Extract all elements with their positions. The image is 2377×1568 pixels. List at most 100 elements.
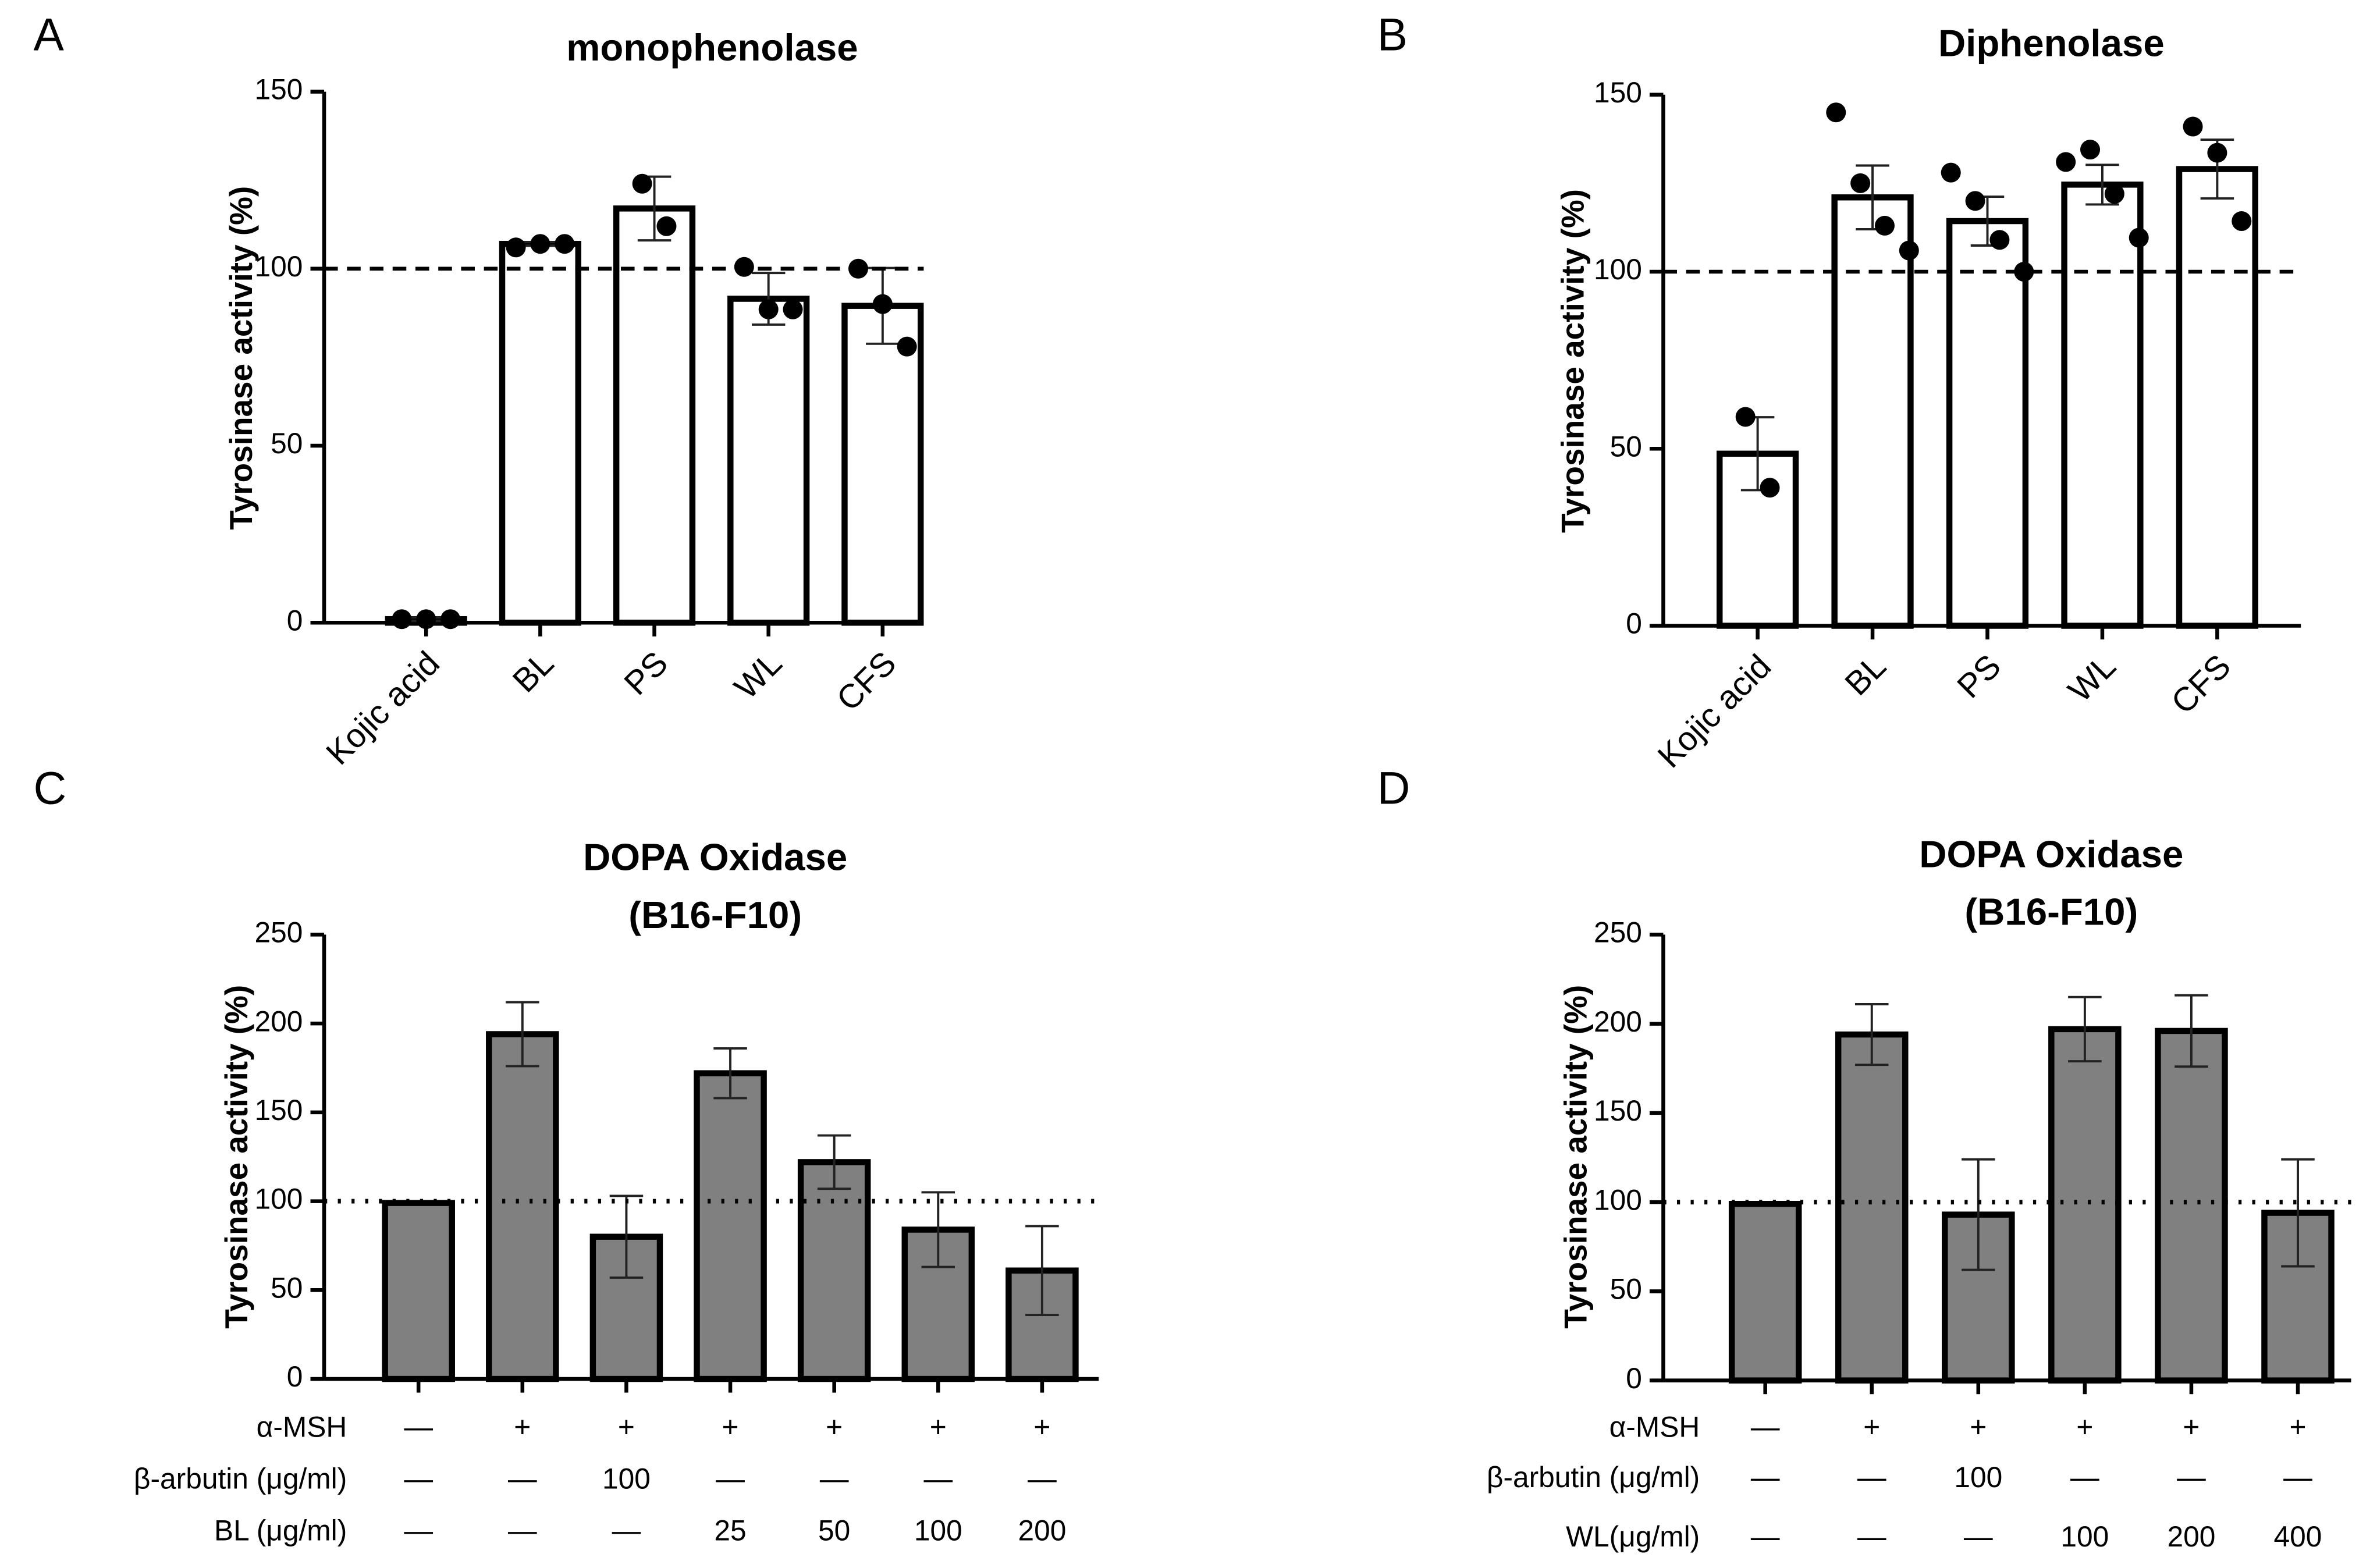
x-tick-label: PS xyxy=(1950,648,2009,706)
bar xyxy=(613,205,696,626)
x-tick-label: CFS xyxy=(830,645,904,719)
condition-value: + xyxy=(1970,1410,1987,1443)
chart-title: (B16-F10) xyxy=(1964,891,2138,933)
data-point xyxy=(2232,211,2252,232)
condition-value: — xyxy=(508,1462,537,1495)
panel-letter: C xyxy=(34,762,67,813)
condition-value: + xyxy=(1863,1410,1880,1443)
condition-value: 400 xyxy=(2274,1520,2322,1553)
y-axis-label: Tyrosinase activity (%) xyxy=(223,186,259,530)
bar xyxy=(901,1226,975,1382)
y-tick-label: 0 xyxy=(287,1360,303,1393)
y-tick-label: 0 xyxy=(287,604,303,637)
condition-label: BL (μg/ml) xyxy=(214,1514,347,1546)
x-tick-label: Kojic acid xyxy=(319,645,447,772)
x-tick-label: WL xyxy=(2061,648,2123,709)
data-point xyxy=(872,294,893,314)
bar xyxy=(694,1070,767,1382)
condition-value: — xyxy=(1751,1410,1780,1443)
condition-value: — xyxy=(1857,1461,1886,1494)
y-tick-label: 100 xyxy=(1594,1183,1642,1216)
y-tick-label: 250 xyxy=(255,916,303,949)
data-point xyxy=(897,336,917,357)
y-axis-label: Tyrosinase activity (%) xyxy=(1554,189,1590,533)
y-tick-label: 150 xyxy=(255,1094,303,1126)
condition-value: — xyxy=(1028,1462,1057,1495)
condition-value: + xyxy=(2183,1410,2200,1443)
y-tick-label: 50 xyxy=(1610,430,1642,463)
y-tick-label: 0 xyxy=(1626,607,1642,640)
condition-value: + xyxy=(618,1410,635,1443)
data-point xyxy=(555,234,575,254)
data-point xyxy=(2080,140,2101,160)
condition-value: 50 xyxy=(818,1514,850,1546)
data-point xyxy=(1965,191,1985,211)
condition-value: — xyxy=(923,1462,953,1495)
x-tick-label: WL xyxy=(727,645,789,706)
data-point xyxy=(1760,478,1780,498)
condition-value: + xyxy=(2076,1410,2093,1443)
condition-value: + xyxy=(2290,1410,2307,1443)
data-point xyxy=(1735,407,1756,427)
panel-letter: B xyxy=(1377,9,1408,61)
data-point xyxy=(2129,227,2149,248)
y-tick-label: 150 xyxy=(1594,1094,1642,1127)
data-point xyxy=(1899,240,1919,261)
data-point xyxy=(2207,143,2227,163)
condition-value: 200 xyxy=(2167,1520,2215,1553)
bar xyxy=(1946,218,2029,629)
condition-label: α-MSH xyxy=(257,1410,347,1443)
chart-title: (B16-F10) xyxy=(628,894,802,936)
data-point xyxy=(1850,173,1871,193)
condition-value: — xyxy=(1964,1520,1993,1553)
condition-value: — xyxy=(1857,1520,1886,1553)
y-tick-label: 100 xyxy=(255,250,303,283)
data-point xyxy=(440,609,461,630)
condition-value: — xyxy=(612,1514,641,1546)
condition-value: + xyxy=(514,1410,531,1443)
condition-value: 100 xyxy=(1954,1461,2002,1494)
bar xyxy=(2155,1027,2228,1384)
x-tick-label: BL xyxy=(506,645,561,700)
y-tick-label: 200 xyxy=(1594,1005,1642,1038)
y-axis-label: Tyrosinase activity (%) xyxy=(1558,985,1594,1329)
condition-value: 25 xyxy=(714,1514,746,1546)
y-tick-label: 50 xyxy=(1610,1273,1642,1306)
condition-value: 200 xyxy=(1018,1514,1066,1546)
data-point xyxy=(392,609,412,630)
bar xyxy=(1728,1201,1802,1384)
data-point xyxy=(758,299,779,319)
data-point xyxy=(2104,184,2124,204)
data-point xyxy=(1826,102,1846,123)
condition-value: — xyxy=(1751,1461,1780,1494)
condition-value: 100 xyxy=(2060,1520,2109,1553)
data-point xyxy=(1941,162,1961,183)
y-tick-label: 0 xyxy=(1626,1362,1642,1395)
bar xyxy=(486,1031,559,1382)
data-point xyxy=(1989,230,2010,250)
condition-value: — xyxy=(2070,1461,2099,1494)
condition-value: 100 xyxy=(602,1462,651,1495)
bar xyxy=(499,240,582,626)
data-point xyxy=(656,216,677,236)
y-tick-label: 150 xyxy=(1594,76,1642,109)
data-point xyxy=(632,173,652,194)
chart-title: monophenolase xyxy=(566,26,858,69)
bar xyxy=(797,1159,871,1382)
y-tick-label: 50 xyxy=(271,1271,303,1304)
condition-value: + xyxy=(1033,1410,1050,1443)
condition-value: — xyxy=(820,1462,849,1495)
condition-value: 100 xyxy=(914,1514,962,1546)
panel-letter: A xyxy=(34,9,65,61)
condition-value: — xyxy=(508,1514,537,1546)
data-point xyxy=(2183,116,2203,137)
x-tick-label: CFS xyxy=(2164,648,2238,721)
condition-label: β-arbutin (μg/ml) xyxy=(1487,1461,1700,1494)
bar xyxy=(1835,1031,1909,1384)
condition-value: — xyxy=(2283,1461,2312,1494)
data-point xyxy=(783,299,803,319)
data-point xyxy=(2014,262,2034,282)
chart-title: DOPA Oxidase xyxy=(583,836,847,879)
